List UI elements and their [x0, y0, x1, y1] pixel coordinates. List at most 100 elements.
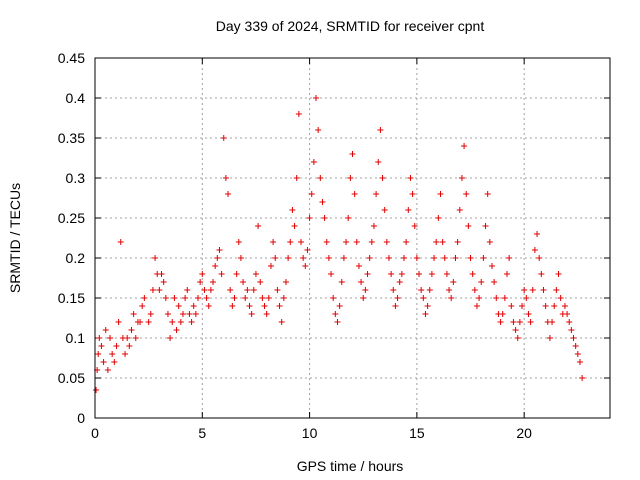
data-point	[199, 271, 206, 277]
data-point	[323, 239, 330, 245]
data-point	[147, 311, 154, 317]
data-point	[355, 263, 362, 269]
data-point	[177, 319, 184, 325]
data-point	[353, 239, 360, 245]
data-point	[203, 295, 210, 301]
data-point	[188, 319, 195, 325]
data-point	[403, 239, 410, 245]
data-point	[557, 295, 564, 301]
data-point	[222, 175, 229, 181]
data-point	[566, 319, 573, 325]
data-point	[416, 271, 423, 277]
data-point	[250, 287, 257, 293]
data-point	[437, 191, 444, 197]
data-point	[527, 319, 534, 325]
data-point	[274, 287, 281, 293]
data-point	[229, 303, 236, 309]
data-point	[304, 247, 311, 253]
data-point	[276, 303, 283, 309]
data-point	[295, 111, 302, 117]
chart-title: Day 339 of 2024, SRMTID for receiver cpn…	[216, 18, 485, 34]
data-point	[523, 295, 530, 301]
data-point	[321, 215, 328, 221]
data-point	[162, 295, 169, 301]
data-point	[506, 255, 513, 261]
data-point	[257, 279, 264, 285]
data-point	[210, 279, 217, 285]
data-point	[233, 271, 240, 277]
data-point	[265, 295, 272, 301]
data-point	[418, 287, 425, 293]
grid-lines	[95, 58, 610, 418]
data-point	[124, 335, 131, 341]
data-point	[519, 303, 526, 309]
data-point	[248, 311, 255, 317]
data-point	[197, 279, 204, 285]
data-point	[561, 303, 568, 309]
data-point	[149, 287, 156, 293]
data-point	[182, 295, 189, 301]
data-point	[549, 319, 556, 325]
data-point	[330, 295, 337, 301]
data-point	[488, 263, 495, 269]
data-point	[171, 295, 178, 301]
x-tick-label: 10	[302, 425, 318, 441]
data-point	[100, 359, 107, 365]
y-tick-label: 0.35	[58, 130, 85, 146]
data-point	[308, 191, 315, 197]
data-point	[538, 271, 545, 277]
data-point	[504, 271, 510, 277]
y-tick-label: 0	[77, 410, 85, 426]
data-point	[525, 311, 532, 317]
data-point	[179, 311, 186, 317]
data-point	[501, 295, 508, 301]
data-point	[390, 287, 397, 293]
data-point	[570, 335, 577, 341]
data-point	[235, 239, 242, 245]
y-tick-label: 0.2	[66, 250, 86, 266]
data-point	[298, 239, 304, 245]
data-point	[431, 255, 438, 261]
data-point	[358, 279, 365, 285]
data-point	[383, 239, 390, 245]
data-point	[491, 279, 498, 285]
data-point	[132, 335, 139, 341]
data-point	[270, 239, 277, 245]
data-point	[218, 271, 225, 277]
data-point	[480, 255, 487, 261]
data-point	[160, 279, 167, 285]
data-point	[368, 239, 375, 245]
data-point	[512, 327, 519, 333]
data-point	[392, 303, 399, 309]
data-point	[282, 279, 289, 285]
data-point	[555, 271, 562, 277]
y-tick-label: 0.15	[58, 290, 85, 306]
data-point	[349, 151, 356, 157]
data-point	[242, 295, 249, 301]
data-point	[375, 159, 382, 165]
data-point	[291, 223, 298, 229]
data-point	[461, 143, 468, 149]
data-point	[122, 351, 129, 357]
data-point	[450, 279, 457, 285]
data-point	[332, 311, 339, 317]
data-point	[117, 239, 124, 245]
data-point	[424, 303, 431, 309]
data-point	[476, 295, 483, 301]
data-point	[379, 175, 386, 181]
data-point	[469, 271, 476, 277]
data-point	[446, 287, 453, 293]
data-point	[104, 367, 111, 373]
data-point	[478, 279, 485, 285]
data-point	[328, 271, 335, 277]
data-point	[195, 295, 201, 301]
data-point	[542, 303, 549, 309]
data-point	[263, 311, 270, 317]
data-point	[278, 319, 285, 325]
data-point	[145, 319, 152, 325]
data-point	[343, 239, 350, 245]
data-point	[240, 279, 247, 285]
data-point	[156, 287, 163, 293]
data-point	[422, 311, 429, 317]
data-point	[137, 319, 144, 325]
